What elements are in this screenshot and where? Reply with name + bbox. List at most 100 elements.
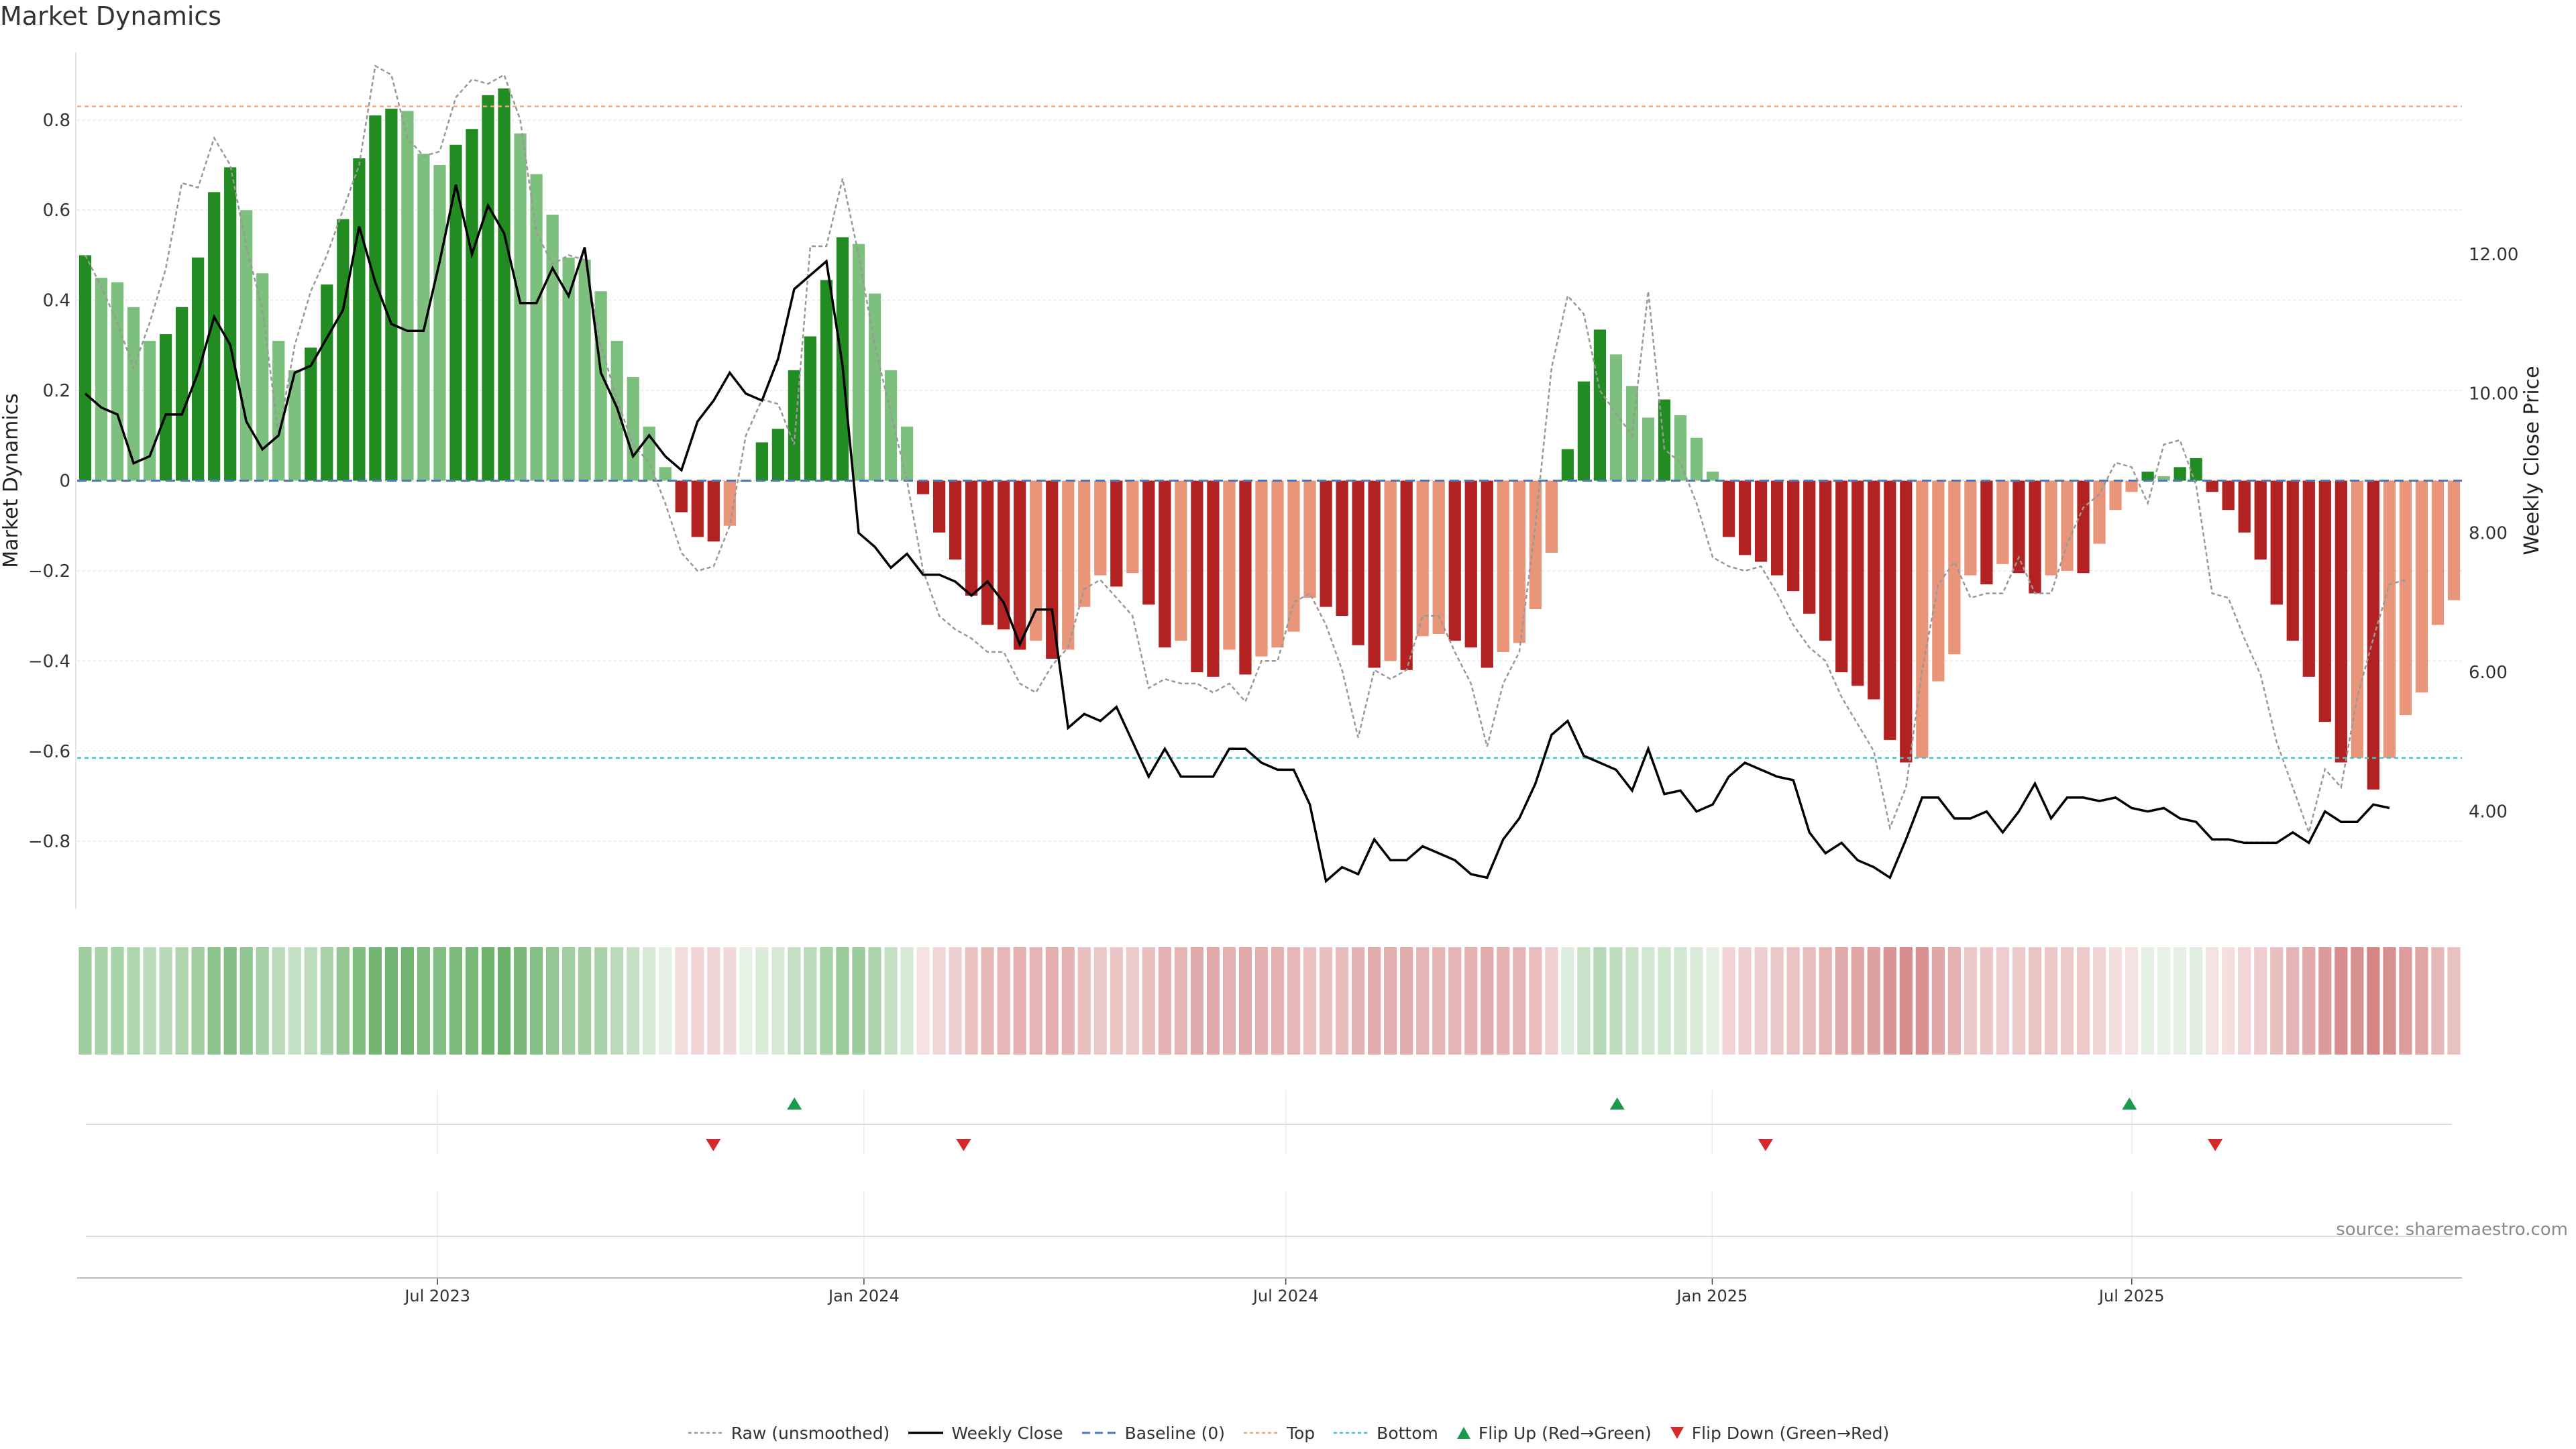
heat-cell xyxy=(1706,947,1719,1055)
heat-cell xyxy=(1206,947,1220,1055)
flip-up-marker xyxy=(1609,1097,1625,1110)
heat-cell xyxy=(1593,947,1607,1055)
heat-cell xyxy=(1642,947,1655,1055)
bar xyxy=(2077,480,2090,574)
bar xyxy=(1706,472,1719,481)
heat-cell xyxy=(949,947,962,1055)
heat-cell xyxy=(1093,947,1107,1055)
y-tick-label: −0.4 xyxy=(28,651,70,672)
heat-cell xyxy=(368,947,382,1055)
heat-cell xyxy=(1238,947,1252,1055)
heat-cell xyxy=(1352,947,1365,1055)
heat-cell xyxy=(1497,947,1510,1055)
bar xyxy=(949,480,962,560)
bar xyxy=(1948,480,1961,655)
heat-cell xyxy=(884,947,898,1055)
bar xyxy=(1094,480,1107,576)
bar xyxy=(884,370,898,481)
heat-cell xyxy=(932,947,946,1055)
bar xyxy=(965,480,978,596)
bar xyxy=(1642,417,1655,481)
heat-cell xyxy=(788,947,801,1055)
bar xyxy=(1593,329,1607,481)
heat-cell xyxy=(1513,947,1526,1055)
legend-label: Flip Down (Green→Red) xyxy=(1691,1423,1890,1443)
heat-cell xyxy=(143,947,156,1055)
bar xyxy=(127,307,140,481)
heat-cell xyxy=(1722,947,1735,1055)
heat-cell xyxy=(2012,947,2026,1055)
heat-cell xyxy=(175,947,189,1055)
close-legend-swatch xyxy=(908,1432,944,1434)
y-tick-label: −0.6 xyxy=(28,742,70,762)
bar xyxy=(1545,480,1558,553)
flip-up-legend-swatch xyxy=(1456,1427,1470,1439)
heat-cell xyxy=(95,947,108,1055)
bar xyxy=(1303,480,1316,598)
heat-cell xyxy=(2206,947,2219,1055)
heat-cell xyxy=(2028,947,2042,1055)
bar xyxy=(2302,480,2315,677)
bar xyxy=(2125,480,2138,492)
heat-cell xyxy=(562,947,576,1055)
heat-cell xyxy=(1481,947,1494,1055)
heat-cell xyxy=(1110,947,1123,1055)
heat-cell xyxy=(1947,947,1961,1055)
bar xyxy=(1819,480,1832,641)
heat-cell xyxy=(256,947,269,1055)
heat-cell xyxy=(529,947,543,1055)
bar xyxy=(369,115,382,481)
heat-cell xyxy=(659,947,672,1055)
heat-cell xyxy=(352,947,366,1055)
heat-cell xyxy=(1142,947,1155,1055)
legend-label: Raw (unsmoothed) xyxy=(731,1423,890,1443)
baseline-legend-swatch xyxy=(1081,1432,1117,1434)
bar xyxy=(514,133,527,481)
bar xyxy=(1030,480,1042,641)
bar xyxy=(1980,480,1993,585)
bar xyxy=(95,278,108,481)
heat-cell xyxy=(1899,947,1913,1055)
heat-cell xyxy=(1625,947,1639,1055)
heat-cell xyxy=(433,947,447,1055)
heat-cell xyxy=(1819,947,1832,1055)
heat-cell xyxy=(78,947,92,1055)
bar xyxy=(1996,480,2009,564)
bar xyxy=(1754,480,1768,562)
legend-label: Top xyxy=(1286,1423,1316,1443)
heat-cell xyxy=(481,947,495,1055)
strength-heat-strip xyxy=(78,947,2461,1055)
bar xyxy=(1658,399,1671,481)
bar xyxy=(256,273,269,481)
flip-up-marker xyxy=(2122,1097,2137,1110)
heat-cell xyxy=(1964,947,1977,1055)
heat-cell xyxy=(2174,947,2187,1055)
bar xyxy=(723,480,736,526)
heat-cell xyxy=(836,947,849,1055)
bar xyxy=(820,280,833,481)
bar xyxy=(1142,480,1155,605)
bar xyxy=(1916,480,1929,758)
bar xyxy=(224,167,237,481)
bar xyxy=(449,144,462,481)
bar xyxy=(78,255,92,481)
bar xyxy=(1239,480,1252,675)
heat-cell xyxy=(1400,947,1413,1055)
bar xyxy=(1529,480,1542,610)
y2-axis-title: Weekly Close Price xyxy=(2520,366,2544,555)
heat-cell xyxy=(159,947,172,1055)
bar xyxy=(2254,480,2267,560)
bar xyxy=(691,480,704,537)
bar xyxy=(2029,480,2041,594)
y2-tick-label: 6.00 xyxy=(2469,663,2508,683)
heat-cell xyxy=(2157,947,2171,1055)
heat-cell xyxy=(2399,947,2412,1055)
bar xyxy=(1255,480,1268,657)
heat-cell xyxy=(1029,947,1042,1055)
bar xyxy=(240,210,253,481)
chart-title: Market Dynamics xyxy=(0,1,222,31)
bar xyxy=(804,336,817,481)
heat-cell xyxy=(1448,947,1462,1055)
legend-item: Baseline (0) xyxy=(1081,1424,1225,1443)
bar xyxy=(1175,480,1187,641)
